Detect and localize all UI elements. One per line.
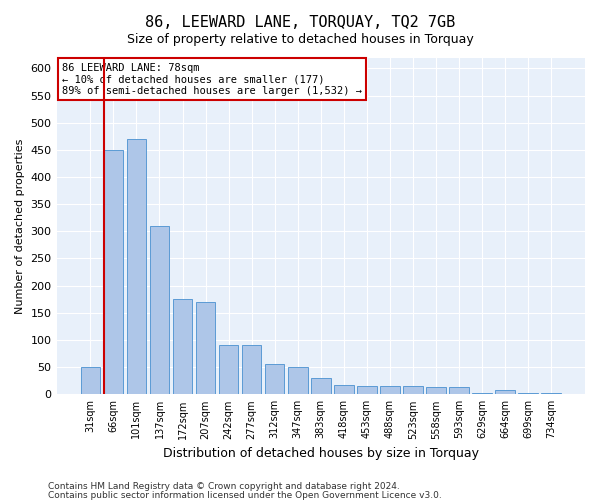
Bar bbox=[242, 346, 262, 395]
Bar bbox=[265, 364, 284, 394]
Bar bbox=[288, 367, 308, 394]
Bar bbox=[449, 387, 469, 394]
Bar bbox=[472, 392, 492, 394]
Text: Contains HM Land Registry data © Crown copyright and database right 2024.: Contains HM Land Registry data © Crown c… bbox=[48, 482, 400, 491]
Text: Contains public sector information licensed under the Open Government Licence v3: Contains public sector information licen… bbox=[48, 490, 442, 500]
Bar bbox=[80, 367, 100, 394]
Bar bbox=[496, 390, 515, 394]
Bar bbox=[334, 384, 353, 394]
Bar bbox=[127, 139, 146, 394]
Bar bbox=[541, 392, 561, 394]
Text: Size of property relative to detached houses in Torquay: Size of property relative to detached ho… bbox=[127, 32, 473, 46]
Bar bbox=[380, 386, 400, 394]
Bar bbox=[219, 346, 238, 395]
Bar bbox=[149, 226, 169, 394]
Bar bbox=[518, 392, 538, 394]
Bar bbox=[357, 386, 377, 394]
Bar bbox=[173, 299, 193, 394]
Bar bbox=[311, 378, 331, 394]
Y-axis label: Number of detached properties: Number of detached properties bbox=[15, 138, 25, 314]
Text: 86 LEEWARD LANE: 78sqm
← 10% of detached houses are smaller (177)
89% of semi-de: 86 LEEWARD LANE: 78sqm ← 10% of detached… bbox=[62, 62, 362, 96]
Bar bbox=[426, 387, 446, 394]
X-axis label: Distribution of detached houses by size in Torquay: Distribution of detached houses by size … bbox=[163, 447, 479, 460]
Bar bbox=[196, 302, 215, 394]
Bar bbox=[104, 150, 123, 394]
Bar bbox=[403, 386, 423, 394]
Text: 86, LEEWARD LANE, TORQUAY, TQ2 7GB: 86, LEEWARD LANE, TORQUAY, TQ2 7GB bbox=[145, 15, 455, 30]
